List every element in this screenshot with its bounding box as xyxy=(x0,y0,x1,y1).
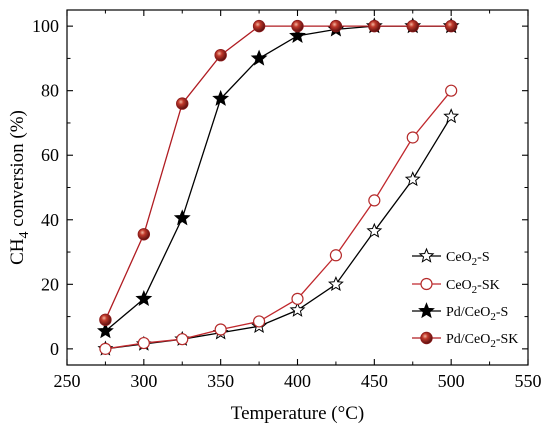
x-tick-label: 250 xyxy=(54,371,81,391)
data-point xyxy=(368,19,381,33)
data-point xyxy=(327,275,344,292)
series-2 xyxy=(97,17,460,339)
legend-item-1: CeO2-SK xyxy=(412,277,500,296)
data-point xyxy=(252,19,266,33)
legend-item-3: Pd/CeO2-SK xyxy=(412,331,518,350)
data-point xyxy=(99,313,112,327)
series-1 xyxy=(99,84,458,355)
x-tick-label: 450 xyxy=(361,371,388,391)
series-line-3 xyxy=(104,25,452,321)
legend-label: CeO2-SK xyxy=(446,278,500,296)
y-tick-label: 60 xyxy=(41,145,59,165)
data-point xyxy=(137,336,150,350)
data-point xyxy=(214,323,227,336)
data-point xyxy=(329,19,343,33)
data-point xyxy=(445,84,458,97)
legend-marker xyxy=(418,247,435,263)
legend-marker xyxy=(420,331,433,345)
axes: 250 300 350 400 450 500 550 0 20 40 60 80 100 Tempera… xyxy=(7,9,542,424)
legend-item-0: CeO2-S xyxy=(412,247,490,268)
x-tick-label: 350 xyxy=(207,371,234,391)
data-point xyxy=(444,19,458,33)
legend-item-2: Pd/CeO2-S xyxy=(412,302,508,323)
legend-label: Pd/CeO2-SK xyxy=(446,332,518,350)
data-point xyxy=(252,315,266,328)
legend: CeO2-S CeO2-SK Pd/CeO2-S Pd/CeO2-SK xyxy=(412,247,518,350)
x-tick-label: 300 xyxy=(130,371,157,391)
y-tick-label: 20 xyxy=(41,274,59,294)
data-point xyxy=(212,89,230,106)
data-point xyxy=(135,289,153,306)
data-point xyxy=(176,97,189,110)
data-point xyxy=(291,292,304,305)
data-point xyxy=(291,19,304,33)
y-tick-label: 0 xyxy=(50,339,59,359)
data-point xyxy=(406,131,419,144)
data-point xyxy=(250,49,268,66)
y-tick-label: 40 xyxy=(41,210,59,230)
data-point xyxy=(443,108,460,124)
y-tick-label: 100 xyxy=(32,16,59,36)
data-point xyxy=(214,48,227,62)
series-3 xyxy=(99,19,458,327)
x-tick-label: 500 xyxy=(438,371,465,391)
data-point xyxy=(137,228,151,241)
data-point xyxy=(366,222,383,238)
legend-label: CeO2-S xyxy=(446,250,490,268)
x-tick-label: 400 xyxy=(284,371,311,391)
legend-marker xyxy=(420,277,433,291)
data-point xyxy=(406,19,419,33)
series-line-0 xyxy=(105,116,452,350)
series-line-1 xyxy=(105,90,452,350)
x-tick-label: 550 xyxy=(515,371,542,391)
legend-marker xyxy=(418,302,435,319)
series-line-2 xyxy=(105,25,452,332)
legend-label: Pd/CeO2-S xyxy=(446,305,508,323)
x-axis-title: Temperature (°C) xyxy=(231,403,364,424)
data-point xyxy=(289,301,306,317)
plot-area xyxy=(97,17,460,356)
y-axis-title: CH4 conversion (%) xyxy=(7,110,32,265)
data-point xyxy=(368,194,381,207)
data-point xyxy=(173,209,191,226)
y-tick-label: 80 xyxy=(41,81,59,101)
data-point xyxy=(329,249,343,262)
series-0 xyxy=(97,108,460,356)
data-point xyxy=(99,342,112,355)
data-point xyxy=(97,322,114,339)
data-point xyxy=(404,171,421,187)
data-point xyxy=(289,26,306,43)
data-point xyxy=(176,333,189,346)
